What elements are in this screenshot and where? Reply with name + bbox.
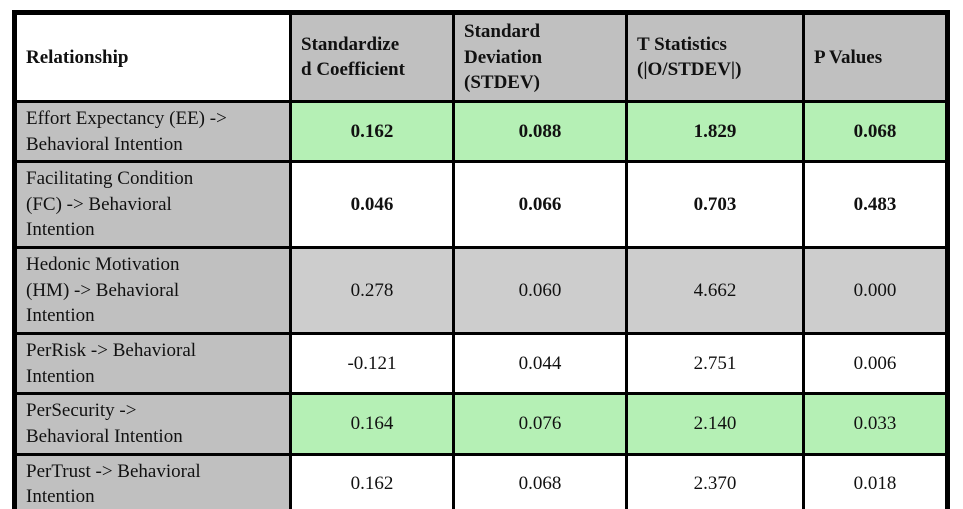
value-cell-t-statistic: 2.751 (625, 332, 805, 396)
value-cell-t-statistic: 0.703 (625, 160, 805, 250)
table-row: Facilitating Condition (FC) -> Behaviora… (13, 160, 949, 250)
relationship-cell: PerSecurity -> Behavioral Intention (13, 392, 292, 456)
value-cell-stdev: 0.044 (452, 332, 628, 396)
value-cell-stdev: 0.060 (452, 246, 628, 336)
value-cell-standardized-coefficient: 0.278 (289, 246, 455, 336)
value-cell-stdev: 0.068 (452, 452, 628, 509)
value-cell-t-statistic: 2.370 (625, 452, 805, 509)
results-table: Relationship Standardize d Coefficient S… (12, 10, 950, 509)
relationship-cell: PerRisk -> Behavioral Intention (13, 332, 292, 396)
value-cell-standardized-coefficient: 0.162 (289, 99, 455, 164)
table-row: Hedonic Motivation (HM) -> Behavioral In… (13, 246, 949, 336)
header-cell-p-values: P Values (802, 11, 949, 103)
header-cell-relationship: Relationship (13, 11, 292, 103)
value-cell-p-value: 0.018 (802, 452, 949, 509)
table-row: PerTrust -> Behavioral Intention 0.162 0… (13, 452, 949, 509)
value-cell-standardized-coefficient: 0.046 (289, 160, 455, 250)
table-row: PerSecurity -> Behavioral Intention 0.16… (13, 392, 949, 456)
value-cell-p-value: 0.006 (802, 332, 949, 396)
value-cell-p-value: 0.068 (802, 99, 949, 164)
table-row: PerRisk -> Behavioral Intention -0.121 0… (13, 332, 949, 396)
value-cell-p-value: 0.033 (802, 392, 949, 456)
value-cell-p-value: 0.483 (802, 160, 949, 250)
value-cell-p-value: 0.000 (802, 246, 949, 336)
value-cell-standardized-coefficient: -0.121 (289, 332, 455, 396)
value-cell-standardized-coefficient: 0.162 (289, 452, 455, 509)
header-cell-standard-deviation: Standard Deviation (STDEV) (452, 11, 628, 103)
table-row: Effort Expectancy (EE) -> Behavioral Int… (13, 99, 949, 164)
relationship-cell: PerTrust -> Behavioral Intention (13, 452, 292, 509)
header-cell-t-statistics: T Statistics (|O/STDEV|) (625, 11, 805, 103)
relationship-cell: Facilitating Condition (FC) -> Behaviora… (13, 160, 292, 250)
value-cell-t-statistic: 1.829 (625, 99, 805, 164)
relationship-cell: Effort Expectancy (EE) -> Behavioral Int… (13, 99, 292, 164)
value-cell-stdev: 0.066 (452, 160, 628, 250)
value-cell-standardized-coefficient: 0.164 (289, 392, 455, 456)
header-row: Relationship Standardize d Coefficient S… (13, 11, 949, 103)
relationship-cell: Hedonic Motivation (HM) -> Behavioral In… (13, 246, 292, 336)
value-cell-t-statistic: 4.662 (625, 246, 805, 336)
value-cell-t-statistic: 2.140 (625, 392, 805, 456)
header-cell-standardized-coefficient: Standardize d Coefficient (289, 11, 455, 103)
value-cell-stdev: 0.088 (452, 99, 628, 164)
value-cell-stdev: 0.076 (452, 392, 628, 456)
